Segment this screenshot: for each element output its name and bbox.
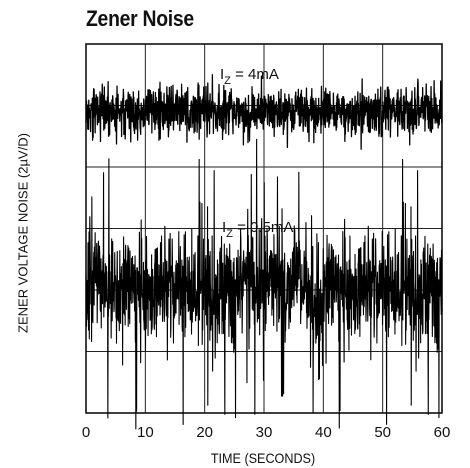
- x-tick-label: 10: [137, 424, 154, 441]
- series-iz-4ma-trace: [85, 74, 443, 150]
- x-tick-label: 30: [256, 424, 273, 441]
- x-tick-label: 60: [434, 424, 451, 441]
- series-label: IZ = 4mA: [220, 66, 279, 87]
- x-tick-label: 20: [196, 424, 213, 441]
- x-tick-label: 0: [82, 424, 90, 441]
- chart-title: Zener Noise: [86, 6, 194, 31]
- x-tick-label: 50: [374, 424, 391, 441]
- series-label: IZ = 0.5mA: [222, 219, 293, 240]
- plot-frame: [85, 43, 443, 414]
- series-iz-05ma-trace: [85, 138, 443, 430]
- x-axis-label: TIME (SECONDS): [210, 450, 316, 466]
- x-tick-label: 40: [315, 424, 332, 441]
